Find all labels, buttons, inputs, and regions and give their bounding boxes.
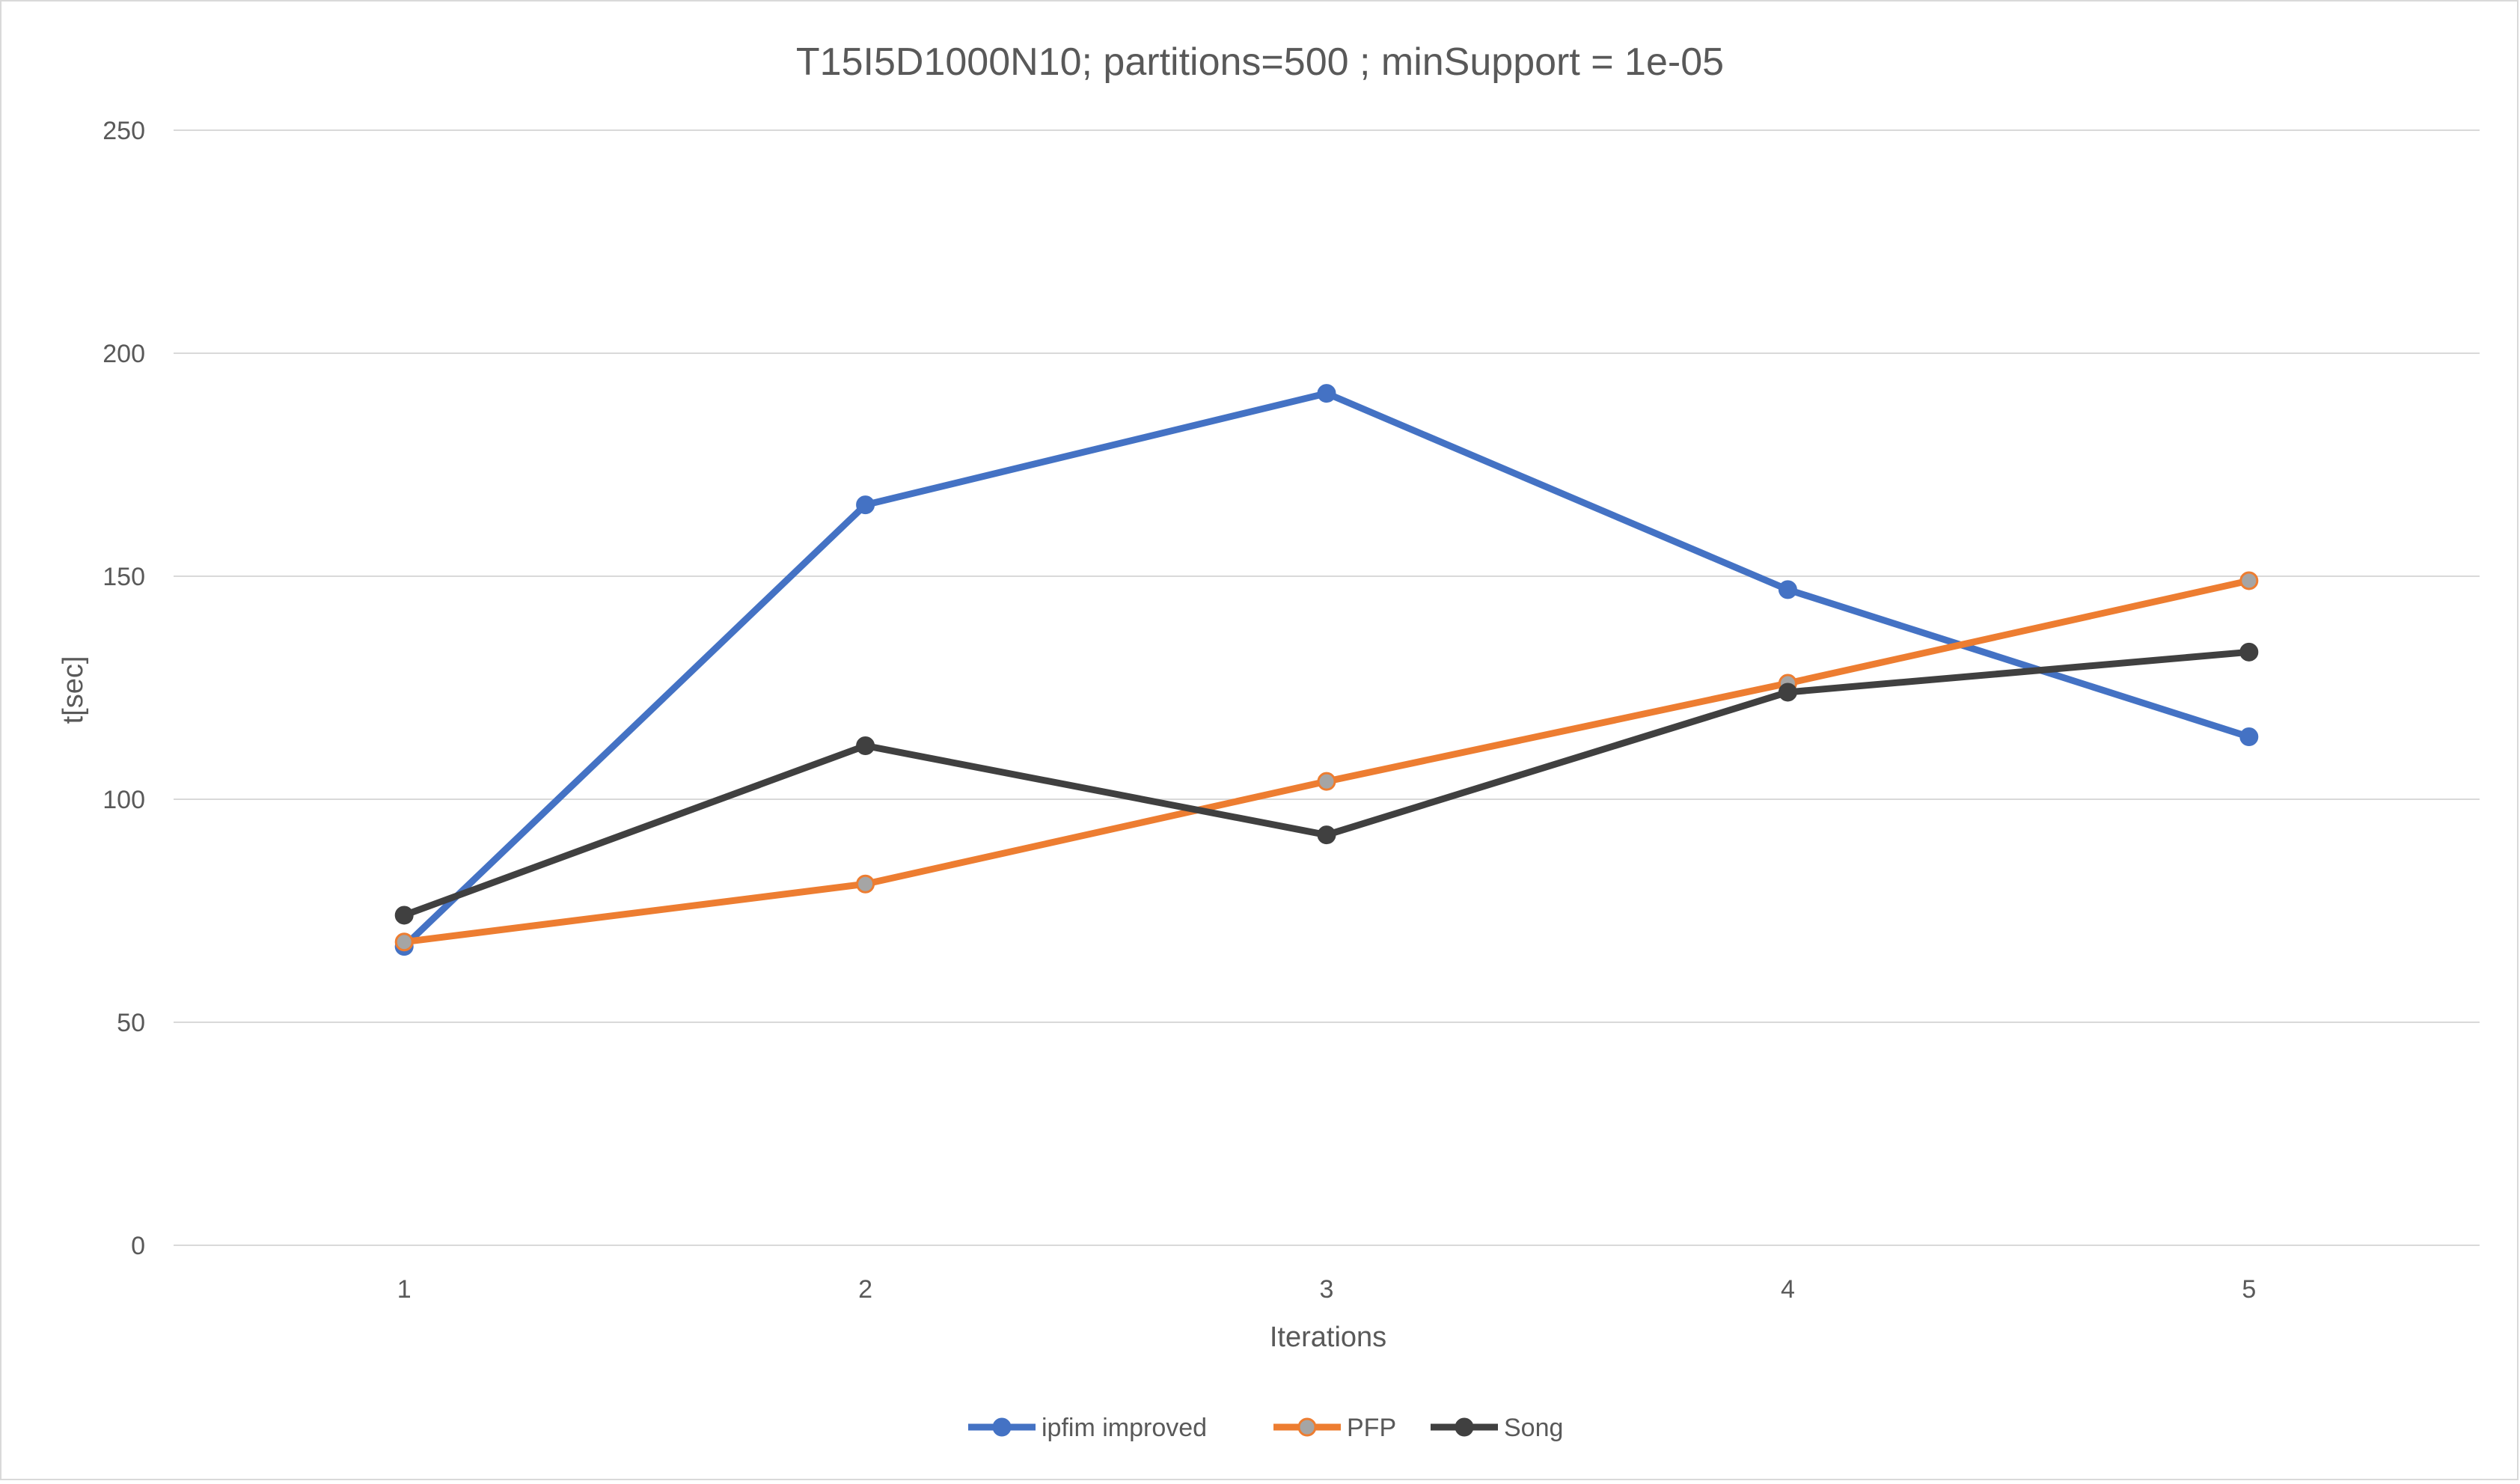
x-axis-label: Iterations (1270, 1322, 1386, 1353)
series-ipfim-improved (394, 384, 2259, 956)
data-point (856, 874, 875, 894)
y-axis-label: t[sec] (58, 656, 89, 724)
legend-item: ipfim improved (968, 1414, 1207, 1442)
data-point (1317, 384, 1336, 403)
y-tick-label: 0 (131, 1232, 145, 1260)
legend-item: Song (1431, 1414, 1563, 1442)
x-tick-label: 4 (1781, 1275, 1795, 1304)
legend-label: PFP (1347, 1414, 1396, 1442)
data-point (1778, 580, 1797, 599)
chart-title: T15I5D1000N10; partitions=500 ; minSuppo… (796, 40, 1724, 84)
data-point (856, 495, 875, 515)
y-tick-label: 150 (103, 563, 145, 591)
series-layer (394, 384, 2259, 956)
x-axis-ticks: 1 2 3 4 5 (397, 1275, 2257, 1304)
y-axis-ticks: 0 50 100 150 200 250 (103, 117, 145, 1260)
series-song (394, 642, 2259, 925)
x-tick-label: 1 (397, 1275, 412, 1304)
data-point (856, 736, 875, 755)
x-tick-label: 3 (1320, 1275, 1334, 1304)
x-tick-label: 2 (858, 1275, 872, 1304)
data-point (1317, 825, 1336, 845)
data-point (1317, 772, 1336, 791)
data-point (2239, 727, 2259, 747)
legend-marker (992, 1417, 1012, 1437)
legend-item: PFP (1273, 1414, 1396, 1442)
data-point (394, 906, 414, 925)
x-tick-label: 5 (2242, 1275, 2256, 1304)
data-point (2239, 642, 2259, 662)
legend-label: ipfim improved (1042, 1414, 1207, 1442)
legend-label: Song (1504, 1414, 1563, 1442)
series-line (400, 577, 2253, 946)
legend-marker (1297, 1417, 1317, 1437)
y-tick-label: 100 (103, 786, 145, 814)
y-tick-label: 50 (117, 1009, 145, 1037)
series-pfp (394, 571, 2259, 952)
legend: ipfim improved PFP Song (968, 1414, 1563, 1442)
y-tick-label: 200 (103, 340, 145, 368)
data-point (1778, 683, 1797, 702)
data-point (394, 932, 414, 952)
gridlines (174, 129, 2480, 1246)
y-tick-label: 250 (103, 117, 145, 145)
data-point (2239, 571, 2259, 590)
legend-marker (1455, 1417, 1474, 1437)
series-line (400, 390, 2253, 950)
